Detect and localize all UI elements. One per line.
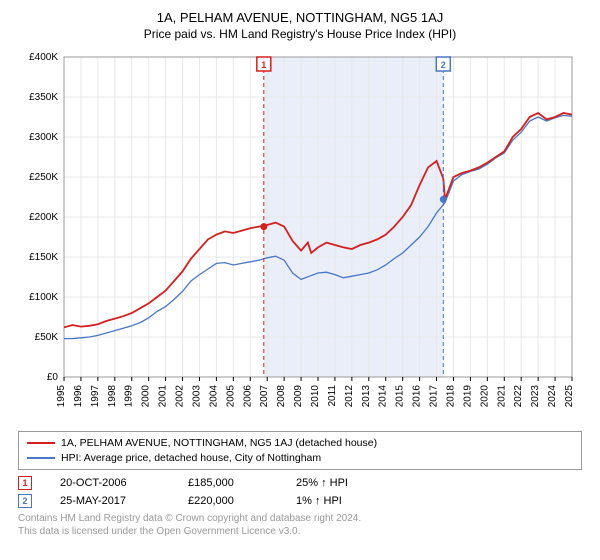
- attribution-line1: Contains HM Land Registry data © Crown c…: [18, 512, 582, 525]
- svg-text:2013: 2013: [361, 385, 372, 408]
- svg-text:2001: 2001: [158, 385, 169, 408]
- svg-text:2023: 2023: [530, 385, 541, 408]
- svg-text:2018: 2018: [445, 385, 456, 408]
- svg-text:£0: £0: [47, 372, 59, 383]
- svg-text:2008: 2008: [276, 385, 287, 408]
- svg-text:2017: 2017: [429, 385, 440, 408]
- svg-text:2004: 2004: [208, 385, 219, 408]
- svg-text:£250K: £250K: [29, 172, 58, 183]
- events-table: 1 20-OCT-2006 £185,000 25% ↑ HPI 2 25-MAY-201…: [18, 476, 582, 508]
- legend-label: 1A, PELHAM AVENUE, NOTTINGHAM, NG5 1AJ (…: [61, 436, 377, 451]
- svg-text:£200K: £200K: [29, 212, 58, 223]
- svg-text:2007: 2007: [259, 385, 270, 408]
- chart-subtitle: Price paid vs. HM Land Registry's House …: [18, 27, 582, 41]
- svg-text:£100K: £100K: [29, 292, 58, 303]
- event-row: 2 25-MAY-2017 £220,000 1% ↑ HPI: [18, 494, 582, 508]
- line-chart-svg: £0 £50K £100K £150K £200K £250K £300K £350K £400…: [18, 47, 582, 427]
- svg-text:1996: 1996: [73, 385, 84, 408]
- svg-text:2016: 2016: [412, 385, 423, 408]
- svg-text:1998: 1998: [107, 385, 118, 408]
- legend-label: HPI: Average price, detached house, City…: [61, 451, 321, 466]
- svg-text:2012: 2012: [344, 385, 355, 408]
- legend-row: 1A, PELHAM AVENUE, NOTTINGHAM, NG5 1AJ (…: [27, 436, 573, 451]
- svg-text:1997: 1997: [90, 385, 101, 408]
- event-date: 20-OCT-2006: [60, 477, 160, 489]
- svg-text:1999: 1999: [124, 385, 135, 408]
- svg-text:2005: 2005: [225, 385, 236, 408]
- event-badge: 2: [18, 494, 32, 508]
- attribution-line2: This data is licensed under the Open Gov…: [18, 525, 582, 538]
- event-price: £185,000: [188, 477, 268, 489]
- event-delta: 1% ↑ HPI: [296, 495, 386, 507]
- event-row: 1 20-OCT-2006 £185,000 25% ↑ HPI: [18, 476, 582, 490]
- svg-text:2006: 2006: [242, 385, 253, 408]
- svg-text:£300K: £300K: [29, 132, 58, 143]
- svg-text:2009: 2009: [293, 385, 304, 408]
- svg-text:2015: 2015: [395, 385, 406, 408]
- svg-text:2011: 2011: [327, 385, 338, 407]
- svg-text:£150K: £150K: [29, 252, 58, 263]
- event-price: £220,000: [188, 495, 268, 507]
- attribution: Contains HM Land Registry data © Crown c…: [18, 512, 582, 538]
- svg-text:2025: 2025: [564, 385, 575, 408]
- svg-text:2014: 2014: [378, 385, 389, 408]
- svg-text:2024: 2024: [547, 385, 558, 408]
- svg-text:2010: 2010: [310, 385, 321, 408]
- legend-row: HPI: Average price, detached house, City…: [27, 451, 573, 466]
- event-date: 25-MAY-2017: [60, 495, 160, 507]
- svg-text:2022: 2022: [513, 385, 524, 408]
- svg-text:£350K: £350K: [29, 92, 58, 103]
- legend: 1A, PELHAM AVENUE, NOTTINGHAM, NG5 1AJ (…: [18, 431, 582, 470]
- event-delta: 25% ↑ HPI: [296, 477, 386, 489]
- chart-title: 1A, PELHAM AVENUE, NOTTINGHAM, NG5 1AJ: [18, 10, 582, 25]
- svg-text:2002: 2002: [175, 385, 186, 408]
- svg-text:2021: 2021: [496, 385, 507, 408]
- svg-text:2003: 2003: [191, 385, 202, 408]
- chart-area: £0 £50K £100K £150K £200K £250K £300K £350K £400…: [18, 47, 582, 427]
- svg-text:1: 1: [261, 60, 266, 70]
- svg-text:2019: 2019: [462, 385, 473, 408]
- event-badge: 1: [18, 476, 32, 490]
- svg-text:£400K: £400K: [29, 52, 58, 63]
- svg-text:£50K: £50K: [35, 332, 59, 343]
- svg-text:2: 2: [441, 60, 446, 70]
- svg-text:2000: 2000: [141, 385, 152, 408]
- svg-text:1995: 1995: [56, 385, 67, 408]
- legend-swatch: [27, 442, 55, 444]
- legend-swatch: [27, 457, 55, 459]
- svg-text:2020: 2020: [479, 385, 490, 408]
